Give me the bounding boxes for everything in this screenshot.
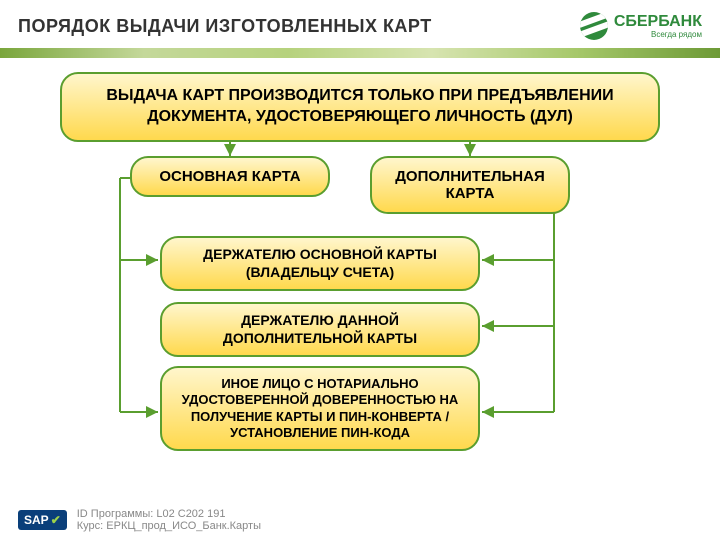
- decorative-stripe: [0, 48, 720, 58]
- primary-card-box: ОСНОВНАЯ КАРТА: [130, 156, 330, 197]
- page-title: ПОРЯДОК ВЫДАЧИ ИЗГОТОВЛЕННЫХ КАРТ: [18, 16, 432, 37]
- course-line: Курс: ЕРКЦ_прод_ИСО_Банк.Карты: [77, 520, 261, 532]
- recipient-holder-box: ДЕРЖАТЕЛЮ ОСНОВНОЙ КАРТЫ (ВЛАДЕЛЬЦУ СЧЕТ…: [160, 236, 480, 291]
- program-id-line: ID Программы: L02 С202 191: [77, 508, 261, 520]
- additional-card-box: ДОПОЛНИТЕЛЬНАЯ КАРТА: [370, 156, 570, 214]
- sap-text: SAP: [24, 513, 49, 527]
- main-condition-box: ВЫДАЧА КАРТ ПРОИЗВОДИТСЯ ТОЛЬКО ПРИ ПРЕД…: [60, 72, 660, 142]
- logo-name: СБЕРБАНК: [614, 14, 702, 30]
- recipient-proxy-box: ИНОЕ ЛИЦО С НОТАРИАЛЬНО УДОСТОВЕРЕННОЙ Д…: [160, 366, 480, 451]
- bank-logo: СБЕРБАНК Всегда рядом: [580, 12, 702, 40]
- sap-logo-icon: SAP✔: [18, 510, 67, 530]
- recipient-addcard-holder-box: ДЕРЖАТЕЛЮ ДАННОЙ ДОПОЛНИТЕЛЬНОЙ КАРТЫ: [160, 302, 480, 357]
- logo-subtitle: Всегда рядом: [614, 30, 702, 39]
- footer: SAP✔ ID Программы: L02 С202 191 Курс: ЕР…: [18, 508, 261, 532]
- sberbank-logo-icon: [580, 12, 608, 40]
